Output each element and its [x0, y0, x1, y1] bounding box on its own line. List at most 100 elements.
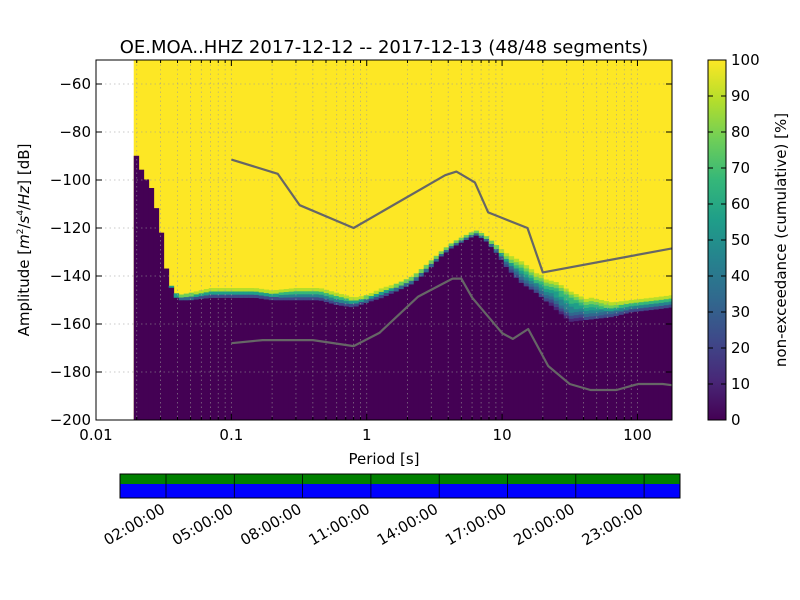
psd-transition-band: [553, 287, 560, 292]
psd-transition-band: [293, 294, 300, 298]
psd-transition-band: [563, 303, 570, 307]
psd-transition-band: [598, 299, 605, 304]
psd-transition-band: [408, 280, 415, 285]
psd-transition-band: [638, 307, 645, 312]
psd-transition-band: [518, 276, 525, 280]
psd-column-low: [488, 246, 495, 420]
psd-transition-band: [418, 269, 425, 273]
psd-column-low: [398, 288, 405, 420]
psd-column-low: [148, 187, 155, 420]
psd-transition-band: [598, 308, 605, 313]
psd-transition-band: [503, 255, 510, 259]
y-tick-label: −80: [59, 123, 91, 141]
psd-column-low: [438, 256, 445, 420]
y-tick-label: −100: [50, 171, 91, 189]
psd-column-low: [303, 300, 310, 420]
psd-transition-band: [578, 293, 585, 297]
psd-column-low: [598, 318, 605, 420]
psd-column-low: [388, 293, 395, 420]
psd-transition-band: [583, 304, 590, 308]
psd-transition-band: [348, 300, 355, 304]
psd-column-low: [283, 300, 290, 420]
psd-transition-band: [563, 312, 570, 316]
psd-transition-band: [258, 295, 265, 299]
psd-transition-band: [588, 313, 595, 317]
psd-transition-band: [623, 306, 630, 311]
psd-transition-band: [618, 311, 625, 315]
psd-transition-band: [248, 288, 255, 292]
psd-transition-band: [338, 294, 345, 298]
psd-transition-band: [588, 300, 595, 305]
psd-transition-band: [268, 296, 275, 301]
psd-transition-band: [543, 279, 550, 283]
psd-transition-band: [558, 290, 565, 294]
psd-transition-band: [433, 255, 440, 259]
psd-column-low: [588, 319, 595, 420]
psd-transition-band: [553, 297, 560, 301]
psd-transition-band: [508, 256, 515, 260]
psd-heatmap: [133, 60, 672, 420]
psd-transition-band: [548, 292, 555, 297]
psd-column-low: [608, 316, 615, 420]
psd-transition-band: [183, 293, 190, 298]
psd-transition-band: [528, 283, 535, 287]
psd-column-low: [153, 208, 160, 420]
psd-transition-band: [293, 291, 300, 295]
psd-transition-band: [313, 291, 320, 295]
colorbar-tick-label: 30: [731, 303, 750, 321]
ylabel-part: /: [15, 223, 33, 229]
psd-transition-band: [328, 294, 335, 298]
psd-column-low: [593, 318, 600, 420]
ylabel-part: /: [15, 204, 33, 210]
psd-transition-band: [338, 299, 345, 303]
psd-transition-band: [193, 294, 200, 297]
psd-transition-band: [468, 234, 475, 238]
psd-column-low: [273, 300, 280, 420]
psd-transition-band: [393, 283, 400, 288]
psd-transition-band: [243, 291, 250, 295]
ylabel-part: s: [15, 216, 33, 224]
psd-transition-band: [453, 242, 460, 246]
psd-transition-band: [633, 305, 640, 309]
psd-transition-band: [513, 264, 520, 269]
psd-transition-band: [323, 298, 330, 303]
psd-transition-band: [378, 294, 385, 299]
psd-transition-band: [558, 302, 565, 306]
psd-transition-band: [238, 288, 245, 292]
psd-transition-band: [513, 261, 520, 266]
psd-column-low: [603, 317, 610, 420]
psd-transition-band: [643, 307, 650, 311]
noise-model-nlnm: [231, 277, 672, 392]
psd-transition-band: [528, 277, 535, 281]
psd-transition-band: [623, 310, 630, 314]
psd-transition-band: [528, 272, 535, 276]
psd-transition-band: [423, 264, 430, 269]
ylabel-part: m: [15, 234, 33, 249]
psd-transition-band: [588, 309, 595, 314]
psd-transition-band: [213, 291, 220, 295]
psd-column-low: [338, 305, 345, 420]
psd-transition-band: [563, 291, 570, 295]
psd-transition-band: [608, 313, 615, 318]
psd-transition-band: [203, 295, 210, 299]
psd-transition-band: [518, 279, 525, 283]
psd-transition-band: [533, 279, 540, 284]
psd-column-low: [468, 237, 475, 420]
psd-transition-band: [598, 302, 605, 307]
y-tick-label: −180: [50, 363, 91, 381]
psd-transition-band: [198, 290, 205, 294]
psd-transition-band: [608, 308, 615, 312]
psd-transition-band: [313, 294, 320, 298]
ylabel-part: Amplitude [: [15, 249, 33, 337]
psd-transition-band: [498, 256, 505, 260]
psd-transition-band: [588, 306, 595, 311]
psd-transition-band: [403, 279, 410, 284]
psd-transition-band: [263, 295, 270, 300]
psd-transition-band: [293, 297, 300, 301]
y-tick-label: −60: [59, 75, 91, 93]
psd-transition-band: [658, 305, 665, 309]
x-axis-label: Period [s]: [348, 450, 419, 468]
psd-transition-band: [523, 274, 530, 278]
psd-transition-band: [483, 238, 490, 242]
psd-transition-band: [583, 298, 590, 302]
